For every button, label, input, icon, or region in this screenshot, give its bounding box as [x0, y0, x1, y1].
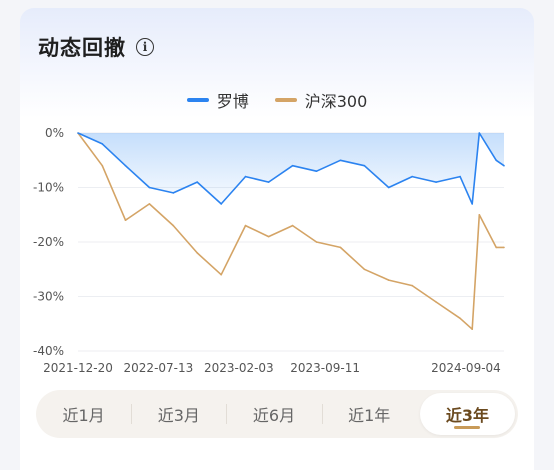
data-point-fund [196, 181, 198, 183]
card-title: 动态回撤 [38, 36, 126, 60]
period-tab-label: 近1月 [62, 406, 105, 425]
period-tab-1y[interactable]: 近1年 [321, 390, 417, 438]
data-point-index [291, 224, 294, 227]
data-point-fund [291, 164, 294, 167]
data-point-fund [339, 159, 342, 162]
y-tick-label: 0% [45, 126, 64, 140]
legend-swatch-fund [186, 98, 209, 102]
data-point-index [363, 268, 366, 271]
data-point-index [244, 224, 247, 227]
period-tab-label: 近3月 [157, 406, 200, 425]
data-point-fund [471, 203, 474, 205]
data-point-fund [172, 192, 175, 194]
data-point-fund [220, 203, 222, 205]
data-point-index [101, 164, 104, 167]
data-point-fund [387, 186, 390, 189]
data-point-index [196, 252, 198, 254]
x-tick-label: 2021-12-20 [43, 361, 113, 375]
period-tab-label: 近6月 [252, 406, 296, 425]
period-selector: 近1月 近3月 近6月 近1年 近3年 [36, 390, 518, 438]
legend-label-index: 沪深300 [304, 92, 368, 111]
data-point-fund [503, 164, 505, 167]
y-tick-label: -40% [33, 344, 64, 358]
data-point-fund [478, 132, 481, 134]
period-tab-3m[interactable]: 近3月 [131, 390, 226, 438]
data-point-index [124, 219, 127, 221]
data-point-fund [435, 181, 437, 183]
data-point-index [435, 301, 437, 303]
data-point-index [148, 203, 151, 205]
y-tick-label: -30% [33, 290, 64, 304]
data-point-fund [411, 175, 414, 178]
x-tick-label: 2024-09-04 [431, 361, 501, 375]
drawdown-card: 动态回撤 i 罗博 沪深300 0% -10% -20% -30% -40% 2021-… [20, 8, 534, 470]
period-tab-3y[interactable]: 近3年 [419, 393, 516, 435]
legend-item-index[interactable]: 沪深300 [274, 88, 368, 112]
data-point-index [478, 214, 481, 216]
card-header: 动态回撤 i [38, 32, 154, 62]
chart-legend: 罗博 沪深300 [20, 88, 534, 112]
data-point-index [220, 273, 222, 276]
data-point-index [459, 317, 461, 320]
data-point-fund [363, 164, 366, 167]
data-point-fund [101, 143, 104, 145]
data-point-fund [495, 159, 498, 162]
data-point-fund [148, 186, 151, 189]
data-point-fund [267, 181, 270, 183]
legend-item-fund[interactable]: 罗博 [186, 88, 249, 112]
data-point-fund [124, 164, 127, 167]
y-tick-label: -10% [33, 181, 64, 195]
x-tick-label: 2023-09-11 [290, 361, 360, 375]
info-icon[interactable]: i [136, 38, 154, 56]
period-tab-label: 近1年 [348, 406, 391, 425]
data-point-fund [77, 132, 79, 134]
legend-swatch-index [274, 98, 297, 102]
data-point-index [471, 328, 474, 331]
period-tab-1m[interactable]: 近1月 [36, 390, 131, 438]
data-point-fund [315, 170, 318, 172]
data-point-fund [459, 175, 461, 178]
y-tick-label: -20% [33, 235, 64, 249]
data-point-index [503, 246, 505, 249]
x-tick-label: 2022-07-13 [124, 361, 194, 375]
series-area-fund [78, 133, 504, 204]
drawdown-chart: 0% -10% -20% -30% -40% 2021-12-20 2022-07-13 2… [33, 126, 505, 375]
data-point-fund [244, 175, 247, 178]
legend-label-fund: 罗博 [216, 92, 249, 111]
data-point-index [495, 246, 498, 249]
data-point-index [267, 235, 270, 238]
data-point-index [411, 284, 414, 287]
active-tab-indicator [454, 426, 481, 429]
period-tab-label: 近3年 [445, 406, 489, 425]
data-point-index [339, 246, 342, 249]
data-point-index [172, 224, 175, 227]
data-point-index [315, 241, 318, 243]
data-point-index [387, 279, 390, 281]
x-tick-label: 2023-02-03 [204, 361, 274, 375]
period-tab-6m[interactable]: 近6月 [226, 390, 321, 438]
